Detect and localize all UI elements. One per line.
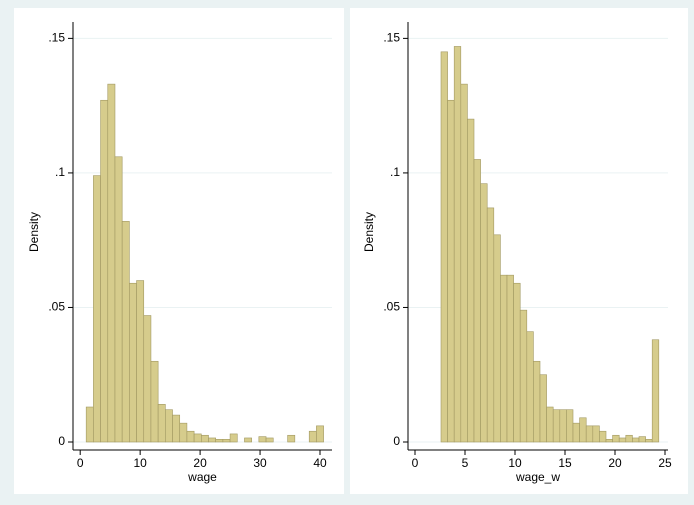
y-tick-label: .05 xyxy=(48,300,65,314)
x-axis-title: wage xyxy=(187,470,217,484)
bar xyxy=(460,83,468,443)
bar xyxy=(229,433,238,443)
bar xyxy=(632,437,640,443)
y-tick-label: 0 xyxy=(393,434,400,448)
bar xyxy=(308,430,317,443)
bar xyxy=(526,331,534,443)
bar xyxy=(172,414,181,443)
y-tick-label: .1 xyxy=(390,165,400,179)
bar xyxy=(519,309,528,443)
x-tick-label: 40 xyxy=(313,456,327,470)
bar xyxy=(599,430,607,443)
x-tick-label: 10 xyxy=(133,456,147,470)
bar xyxy=(447,99,455,443)
x-tick-label: 20 xyxy=(608,456,622,470)
bar xyxy=(500,274,508,443)
bar xyxy=(107,83,116,443)
bar xyxy=(150,360,159,443)
x-tick-label: 5 xyxy=(462,456,469,470)
bar xyxy=(244,437,252,443)
y-axis-title: Density xyxy=(362,212,376,252)
bar xyxy=(165,409,173,443)
panel xyxy=(14,8,344,494)
bar xyxy=(222,439,231,443)
bar xyxy=(546,406,554,443)
x-tick-label: 0 xyxy=(412,456,419,470)
bar xyxy=(559,409,567,443)
x-tick-label: 0 xyxy=(77,456,84,470)
bar xyxy=(208,437,216,443)
y-tick-label: .15 xyxy=(48,31,65,45)
x-tick-label: 25 xyxy=(658,456,672,470)
bar xyxy=(129,282,137,443)
bar xyxy=(85,406,94,443)
bar xyxy=(651,339,660,443)
bar xyxy=(572,422,580,443)
bar xyxy=(618,437,627,443)
bar xyxy=(473,159,481,443)
bar xyxy=(100,99,109,443)
bar xyxy=(215,439,224,443)
bar xyxy=(121,221,130,443)
bar xyxy=(506,274,514,443)
bar xyxy=(480,183,488,443)
bar xyxy=(136,280,145,443)
bar xyxy=(486,207,495,443)
bar xyxy=(625,434,633,443)
bar xyxy=(467,118,475,443)
bar xyxy=(316,425,324,443)
y-tick-label: .1 xyxy=(55,165,65,179)
x-axis-title: wage_w xyxy=(515,470,560,484)
bar xyxy=(552,409,561,443)
bar xyxy=(193,433,202,443)
bar xyxy=(645,439,653,443)
x-tick-label: 30 xyxy=(253,456,267,470)
bar xyxy=(93,175,101,443)
bar xyxy=(533,360,541,443)
bar xyxy=(143,315,152,443)
bar xyxy=(258,436,267,443)
bar xyxy=(566,409,574,443)
y-tick-label: .15 xyxy=(383,31,400,45)
x-tick-label: 20 xyxy=(193,456,207,470)
bar xyxy=(453,46,462,443)
y-tick-label: 0 xyxy=(58,434,65,448)
bar xyxy=(440,51,448,443)
bar xyxy=(114,156,123,443)
bar xyxy=(287,434,296,443)
bar xyxy=(179,422,188,443)
bar xyxy=(265,437,274,443)
bar xyxy=(579,417,587,443)
bar xyxy=(539,374,547,443)
y-tick-label: .05 xyxy=(383,300,400,314)
bar xyxy=(201,434,209,443)
bar xyxy=(493,234,501,443)
bar xyxy=(605,439,613,443)
x-tick-label: 15 xyxy=(558,456,572,470)
bar xyxy=(585,425,594,443)
bar xyxy=(157,404,166,443)
bar xyxy=(592,425,600,443)
bar xyxy=(638,436,646,443)
bar xyxy=(513,282,521,443)
bar xyxy=(612,434,620,443)
bar xyxy=(186,430,195,443)
x-tick-label: 10 xyxy=(508,456,522,470)
y-axis-title: Density xyxy=(27,212,41,252)
